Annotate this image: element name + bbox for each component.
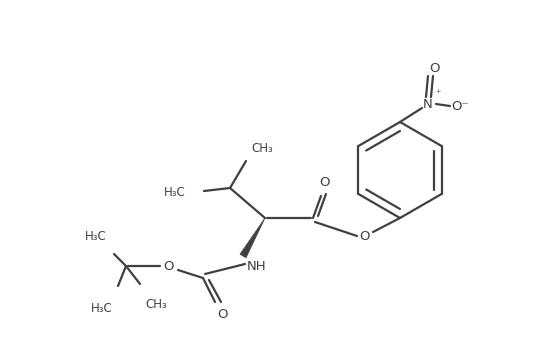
Text: H₃C: H₃C	[164, 187, 186, 200]
Text: O: O	[218, 308, 228, 322]
Text: CH₃: CH₃	[251, 141, 273, 154]
Text: N: N	[423, 98, 433, 111]
Text: NH: NH	[247, 259, 267, 272]
Text: O: O	[320, 175, 330, 188]
Text: H₃C: H₃C	[91, 302, 113, 314]
Text: O⁻: O⁻	[451, 100, 469, 113]
Polygon shape	[240, 218, 265, 258]
Text: O: O	[360, 230, 370, 242]
Text: O: O	[163, 259, 173, 272]
Text: H₃C: H₃C	[85, 230, 107, 242]
Text: ⁺: ⁺	[435, 89, 441, 99]
Text: CH₃: CH₃	[145, 298, 167, 310]
Text: O: O	[430, 62, 440, 74]
